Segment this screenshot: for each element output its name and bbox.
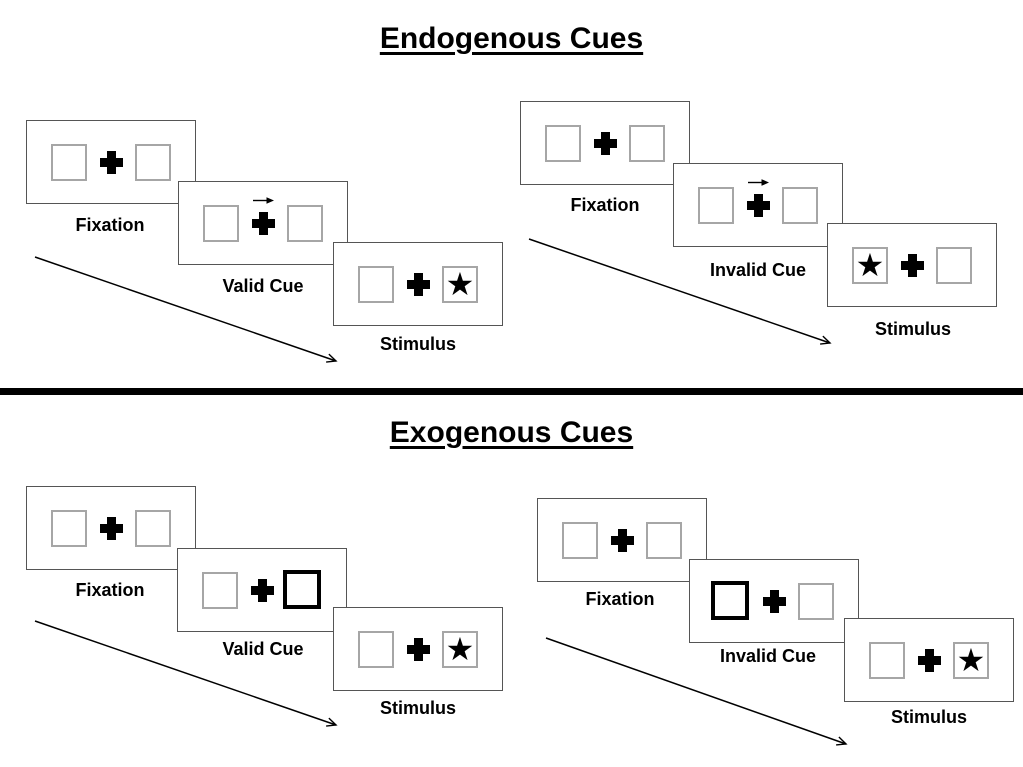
endogenous-valid-fixation-label: Fixation bbox=[75, 215, 145, 235]
exogenous-valid-box-cue-panel bbox=[177, 548, 347, 632]
endogenous-valid-arrow-cue-panel bbox=[178, 181, 348, 265]
endogenous-invalid-fixation-label: Fixation bbox=[570, 195, 640, 215]
fixation-cross-icon bbox=[100, 517, 123, 540]
timeline-arrow bbox=[528, 238, 832, 345]
endogenous-section-title: Endogenous Cues bbox=[379, 22, 644, 55]
endogenous-invalid-stimulus-panel: ★ bbox=[827, 223, 997, 307]
placeholder-box-right bbox=[287, 205, 323, 242]
exogenous-valid-box-cue-label: Valid Cue bbox=[222, 639, 304, 659]
cue-arrow-right-icon bbox=[748, 179, 769, 186]
placeholder-box-left bbox=[51, 510, 87, 547]
star-target-icon: ★ bbox=[956, 640, 986, 679]
placeholder-box-right bbox=[798, 583, 834, 620]
star-target-icon: ★ bbox=[445, 629, 475, 668]
fixation-cross-icon bbox=[252, 212, 275, 235]
star-target-icon: ★ bbox=[445, 264, 475, 303]
exogenous-invalid-fixation-panel bbox=[537, 498, 707, 582]
fixation-cross-icon bbox=[100, 151, 123, 174]
placeholder-box-right bbox=[646, 522, 682, 559]
placeholder-box-left bbox=[51, 144, 87, 181]
placeholder-box-right bbox=[629, 125, 665, 162]
placeholder-box-left bbox=[358, 631, 394, 668]
endogenous-invalid-arrow-cue-panel bbox=[673, 163, 843, 247]
placeholder-box-left bbox=[869, 642, 905, 679]
exogenous-invalid-box-cue-panel bbox=[689, 559, 859, 643]
timeline-arrow bbox=[34, 620, 338, 727]
placeholder-box-right: ★ bbox=[442, 266, 478, 303]
placeholder-box-right: ★ bbox=[953, 642, 989, 679]
cue-arrow-right-icon bbox=[253, 197, 274, 204]
endogenous-valid-arrow-cue-label: Valid Cue bbox=[222, 276, 304, 296]
section-divider bbox=[0, 388, 1023, 395]
fixation-cross-icon bbox=[594, 132, 617, 155]
endogenous-invalid-fixation-panel bbox=[520, 101, 690, 185]
endogenous-valid-fixation-panel bbox=[26, 120, 196, 204]
placeholder-box-left: ★ bbox=[852, 247, 888, 284]
fixation-cross-icon bbox=[747, 194, 770, 217]
exogenous-valid-stimulus-label: Stimulus bbox=[379, 698, 456, 718]
fixation-cross-icon bbox=[611, 529, 634, 552]
placeholder-box-left bbox=[698, 187, 734, 224]
exogenous-valid-fixation-panel bbox=[26, 486, 196, 570]
exogenous-valid-stimulus-panel: ★ bbox=[333, 607, 503, 691]
fixation-cross-icon bbox=[407, 273, 430, 296]
endogenous-valid-stimulus-panel: ★ bbox=[333, 242, 503, 326]
exogenous-invalid-stimulus-panel: ★ bbox=[844, 618, 1014, 702]
brightened-cue-box-left bbox=[711, 581, 749, 620]
exogenous-section-title: Exogenous Cues bbox=[389, 416, 634, 449]
exogenous-invalid-box-cue-label: Invalid Cue bbox=[719, 646, 817, 666]
fixation-cross-icon bbox=[251, 579, 274, 602]
placeholder-box-left bbox=[202, 572, 238, 609]
placeholder-box-right bbox=[135, 144, 171, 181]
endogenous-invalid-stimulus-label: Stimulus bbox=[874, 319, 951, 339]
fixation-cross-icon bbox=[763, 590, 786, 613]
exogenous-valid-fixation-label: Fixation bbox=[75, 580, 145, 600]
placeholder-box-right: ★ bbox=[442, 631, 478, 668]
placeholder-box-left bbox=[562, 522, 598, 559]
star-target-icon: ★ bbox=[855, 245, 885, 284]
placeholder-box-left bbox=[545, 125, 581, 162]
exogenous-invalid-stimulus-label: Stimulus bbox=[890, 707, 967, 727]
placeholder-box-right bbox=[782, 187, 818, 224]
placeholder-box-left bbox=[203, 205, 239, 242]
placeholder-box-left bbox=[358, 266, 394, 303]
fixation-cross-icon bbox=[901, 254, 924, 277]
placeholder-box-right bbox=[936, 247, 972, 284]
brightened-cue-box-right bbox=[283, 570, 321, 609]
exogenous-invalid-fixation-label: Fixation bbox=[585, 589, 655, 609]
endogenous-valid-stimulus-label: Stimulus bbox=[379, 334, 456, 354]
fixation-cross-icon bbox=[407, 638, 430, 661]
placeholder-box-right bbox=[135, 510, 171, 547]
fixation-cross-icon bbox=[918, 649, 941, 672]
timeline-arrow bbox=[545, 637, 848, 746]
endogenous-invalid-arrow-cue-label: Invalid Cue bbox=[709, 260, 807, 280]
timeline-arrow bbox=[34, 256, 338, 363]
